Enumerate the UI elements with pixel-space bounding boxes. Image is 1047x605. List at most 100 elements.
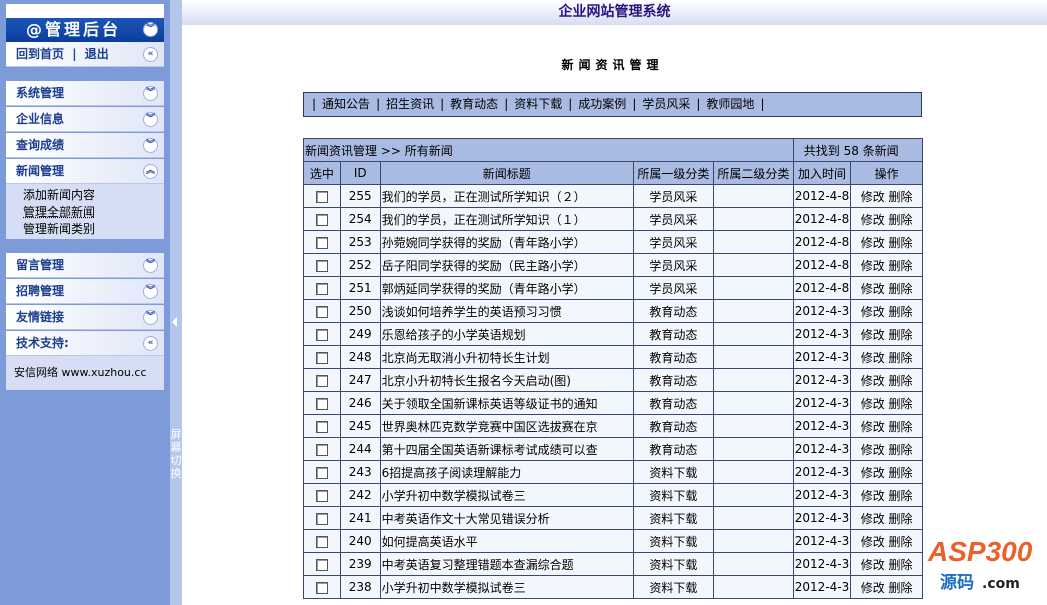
sidebar-item-company[interactable]: 企业信息 ︾ (6, 107, 164, 132)
title-link[interactable]: 关于领取全国新课标英语等级证书的通知 (379, 391, 634, 415)
sidebar-item-links[interactable]: 友情链接 ︾ (6, 305, 164, 330)
edit-link[interactable]: 修改 (860, 488, 885, 503)
delete-link[interactable]: 删除 (888, 304, 913, 319)
row-checkbox[interactable] (315, 351, 328, 364)
delete-link[interactable]: 删除 (888, 419, 913, 434)
nav-link[interactable]: 成功案例 (578, 97, 627, 111)
chevron-down-icon[interactable]: ︾ (143, 284, 158, 299)
delete-link[interactable]: 删除 (888, 557, 913, 572)
edit-link[interactable]: 修改 (860, 304, 885, 319)
edit-link[interactable]: 修改 (860, 534, 885, 549)
edit-link[interactable]: 修改 (860, 442, 885, 457)
title-link[interactable]: 乐恩给孩子的小学英语规划 (379, 322, 634, 346)
sidebar-item-messages[interactable]: 留言管理 ︾ (6, 253, 164, 278)
sidebar-item-system[interactable]: 系统管理 ︾ (6, 81, 164, 106)
row-checkbox[interactable] (315, 581, 328, 594)
manage-news-link[interactable]: 管理全部新闻 (23, 205, 96, 219)
edit-link[interactable]: 修改 (860, 465, 885, 480)
title-link[interactable]: 我们的学员，正在测试所学知识（２） (379, 184, 634, 208)
title-link[interactable]: 郭炳延同学获得的奖励（青年路小学） (379, 276, 634, 300)
delete-link[interactable]: 删除 (888, 488, 913, 503)
edit-link[interactable]: 修改 (860, 511, 885, 526)
manage-categories-link[interactable]: 管理新闻类别 (23, 222, 96, 236)
row-checkbox[interactable] (315, 466, 328, 479)
collapse-arrow-icon[interactable] (172, 317, 177, 327)
delete-link[interactable]: 删除 (888, 258, 913, 273)
row-checkbox[interactable] (315, 512, 328, 525)
edit-link[interactable]: 修改 (860, 373, 885, 388)
delete-link[interactable]: 删除 (888, 212, 913, 227)
row-checkbox[interactable] (315, 558, 328, 571)
sidebar-item-support[interactable]: 技术支持: « (6, 331, 164, 356)
edit-link[interactable]: 修改 (860, 281, 885, 296)
home-link[interactable]: 回到首页 (16, 47, 65, 61)
title-link[interactable]: 世界奥林匹克数学竞赛中国区选拔赛在京 (379, 414, 634, 438)
delete-link[interactable]: 删除 (888, 511, 913, 526)
title-link[interactable]: 中考英语作文十大常见错误分析 (379, 506, 634, 530)
edit-link[interactable]: 修改 (860, 189, 885, 204)
delete-link[interactable]: 删除 (888, 281, 913, 296)
delete-link[interactable]: 删除 (888, 327, 913, 342)
chevron-up-icon[interactable]: ︽ (143, 164, 158, 179)
delete-link[interactable]: 删除 (888, 534, 913, 549)
row-checkbox[interactable] (315, 282, 328, 295)
edit-link[interactable]: 修改 (860, 327, 885, 342)
chevron-down-icon[interactable]: ︾ (143, 310, 158, 325)
add-news-link[interactable]: 添加新闻内容 (23, 188, 96, 202)
title-link[interactable]: 我们的学员，正在测试所学知识（１） (379, 207, 634, 231)
row-checkbox[interactable] (315, 259, 328, 272)
row-checkbox[interactable] (315, 328, 328, 341)
delete-link[interactable]: 删除 (888, 235, 913, 250)
chevron-left-icon[interactable]: « (143, 336, 158, 351)
title-link[interactable]: 中考英语复习整理错题本查漏综合题 (379, 552, 634, 576)
title-link[interactable]: 浅谈如何培养学生的英语预习习惯 (379, 299, 634, 323)
edit-link[interactable]: 修改 (860, 419, 885, 434)
row-checkbox[interactable] (315, 420, 328, 433)
row-checkbox[interactable] (315, 374, 328, 387)
edit-link[interactable]: 修改 (860, 258, 885, 273)
row-checkbox[interactable] (315, 443, 328, 456)
title-link[interactable]: 第十四届全国英语新课标考试成绩可以查 (379, 437, 634, 461)
nav-link[interactable]: 招生资讯 (386, 97, 435, 111)
chevron-down-icon[interactable]: ︾ (143, 86, 158, 101)
nav-link[interactable]: 教育动态 (450, 97, 499, 111)
screen-toggle-splitter[interactable]: 屏幕切换 (170, 0, 182, 605)
title-link[interactable]: 小学升初中数学模拟试卷三 (379, 483, 634, 507)
delete-link[interactable]: 删除 (888, 465, 913, 480)
delete-link[interactable]: 删除 (888, 396, 913, 411)
edit-link[interactable]: 修改 (860, 396, 885, 411)
row-checkbox[interactable] (315, 535, 328, 548)
edit-link[interactable]: 修改 (860, 235, 885, 250)
delete-link[interactable]: 删除 (888, 442, 913, 457)
edit-link[interactable]: 修改 (860, 580, 885, 595)
title-link[interactable]: 孙菀婉同学获得的奖励（青年路小学） (379, 230, 634, 254)
row-checkbox[interactable] (315, 236, 328, 249)
sidebar-item-jobs[interactable]: 招聘管理 ︾ (6, 279, 164, 304)
row-checkbox[interactable] (315, 305, 328, 318)
logout-link[interactable]: 退出 (84, 47, 109, 61)
screen-toggle-label[interactable]: 屏幕切换 (170, 428, 182, 480)
row-checkbox[interactable] (315, 213, 328, 226)
edit-link[interactable]: 修改 (860, 557, 885, 572)
edit-link[interactable]: 修改 (860, 212, 885, 227)
delete-link[interactable]: 删除 (888, 189, 913, 204)
title-link[interactable]: 北京小升初特长生报名今天启动(图) (379, 368, 634, 392)
row-checkbox[interactable] (315, 190, 328, 203)
row-checkbox[interactable] (315, 489, 328, 502)
delete-link[interactable]: 删除 (888, 373, 913, 388)
title-link[interactable]: 6招提高孩子阅读理解能力 (379, 460, 634, 484)
chevron-down-icon[interactable]: ︾ (143, 258, 158, 273)
nav-link[interactable]: 通知公告 (322, 97, 371, 111)
nav-link[interactable]: 教师园地 (706, 97, 755, 111)
chevron-down-icon[interactable]: ︾ (143, 22, 158, 37)
title-link[interactable]: 小学升初中数学模拟试卷三 (379, 575, 634, 599)
sidebar-item-scores[interactable]: 查询成绩 ︾ (6, 133, 164, 158)
edit-link[interactable]: 修改 (860, 350, 885, 365)
sidebar-item-news[interactable]: 新闻管理 ︽ (6, 159, 164, 184)
title-link[interactable]: 岳子阳同学获得的奖励（民主路小学） (379, 253, 634, 277)
chevron-down-icon[interactable]: ︾ (143, 112, 158, 127)
title-link[interactable]: 北京尚无取消小升初特长生计划 (379, 345, 634, 369)
nav-link[interactable]: 资料下载 (514, 97, 563, 111)
title-link[interactable]: 如何提高英语水平 (379, 529, 634, 553)
row-checkbox[interactable] (315, 397, 328, 410)
